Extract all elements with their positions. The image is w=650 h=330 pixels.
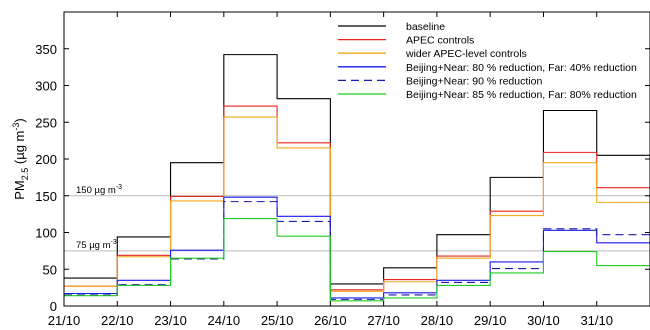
legend-label-2: wider APEC-level controls — [405, 48, 527, 60]
legend-label-4: Beijing+Near: 90 % reduction — [406, 75, 542, 87]
reference-label-150: 150 µg m-3 — [76, 184, 122, 196]
x-tick-label-1: 22/10 — [101, 313, 134, 328]
series-line-3 — [64, 196, 650, 299]
y-tick-label-250: 250 — [35, 115, 57, 130]
series-line-4 — [64, 201, 650, 300]
series-line-2 — [64, 116, 650, 292]
y-axis-label: PM2.5 (µg m-3) — [11, 118, 30, 199]
x-tick-label-5: 26/10 — [314, 313, 347, 328]
y-tick-label-100: 100 — [35, 226, 57, 241]
y-tick-label-150: 150 — [35, 189, 57, 204]
series-lines — [64, 54, 650, 302]
legend-label-5: Beijing+Near: 85 % reduction, Far: 80% r… — [406, 89, 637, 101]
x-tick-label-2: 23/10 — [154, 313, 187, 328]
y-tick-label-300: 300 — [35, 79, 57, 94]
y-tick-label-50: 50 — [43, 262, 57, 277]
reference-label-75: 75 µg m-3 — [76, 239, 117, 251]
x-tick-label-8: 29/10 — [474, 313, 507, 328]
x-tick-label-9: 30/10 — [527, 313, 560, 328]
x-tick-label-10: 31/10 — [580, 313, 613, 328]
x-tick-label-3: 24/10 — [208, 313, 241, 328]
y-tick-label-200: 200 — [35, 152, 57, 167]
y-tick-label-0: 0 — [50, 299, 57, 314]
y-tick-label-350: 350 — [35, 42, 57, 57]
legend-label-1: APEC controls — [406, 35, 474, 47]
plot-frame — [63, 11, 650, 307]
legend-label-0: baseline — [406, 21, 445, 33]
x-tick-label-4: 25/10 — [261, 313, 294, 328]
x-tick-label-0: 21/10 — [48, 313, 81, 328]
legend-label-3: Beijing+Near: 80 % reduction, Far: 40% r… — [406, 62, 637, 74]
series-line-5 — [64, 217, 650, 302]
axes: 0 50 100 150 200 250 300 350 21/10 22/10 23/10 24/1… — [35, 11, 650, 328]
x-tick-label-6: 27/10 — [367, 313, 400, 328]
x-tick-label-7: 28/10 — [421, 313, 454, 328]
series-line-1 — [64, 105, 650, 291]
reference-lines: 150 µg m-3 75 µg m-3 — [64, 184, 650, 252]
